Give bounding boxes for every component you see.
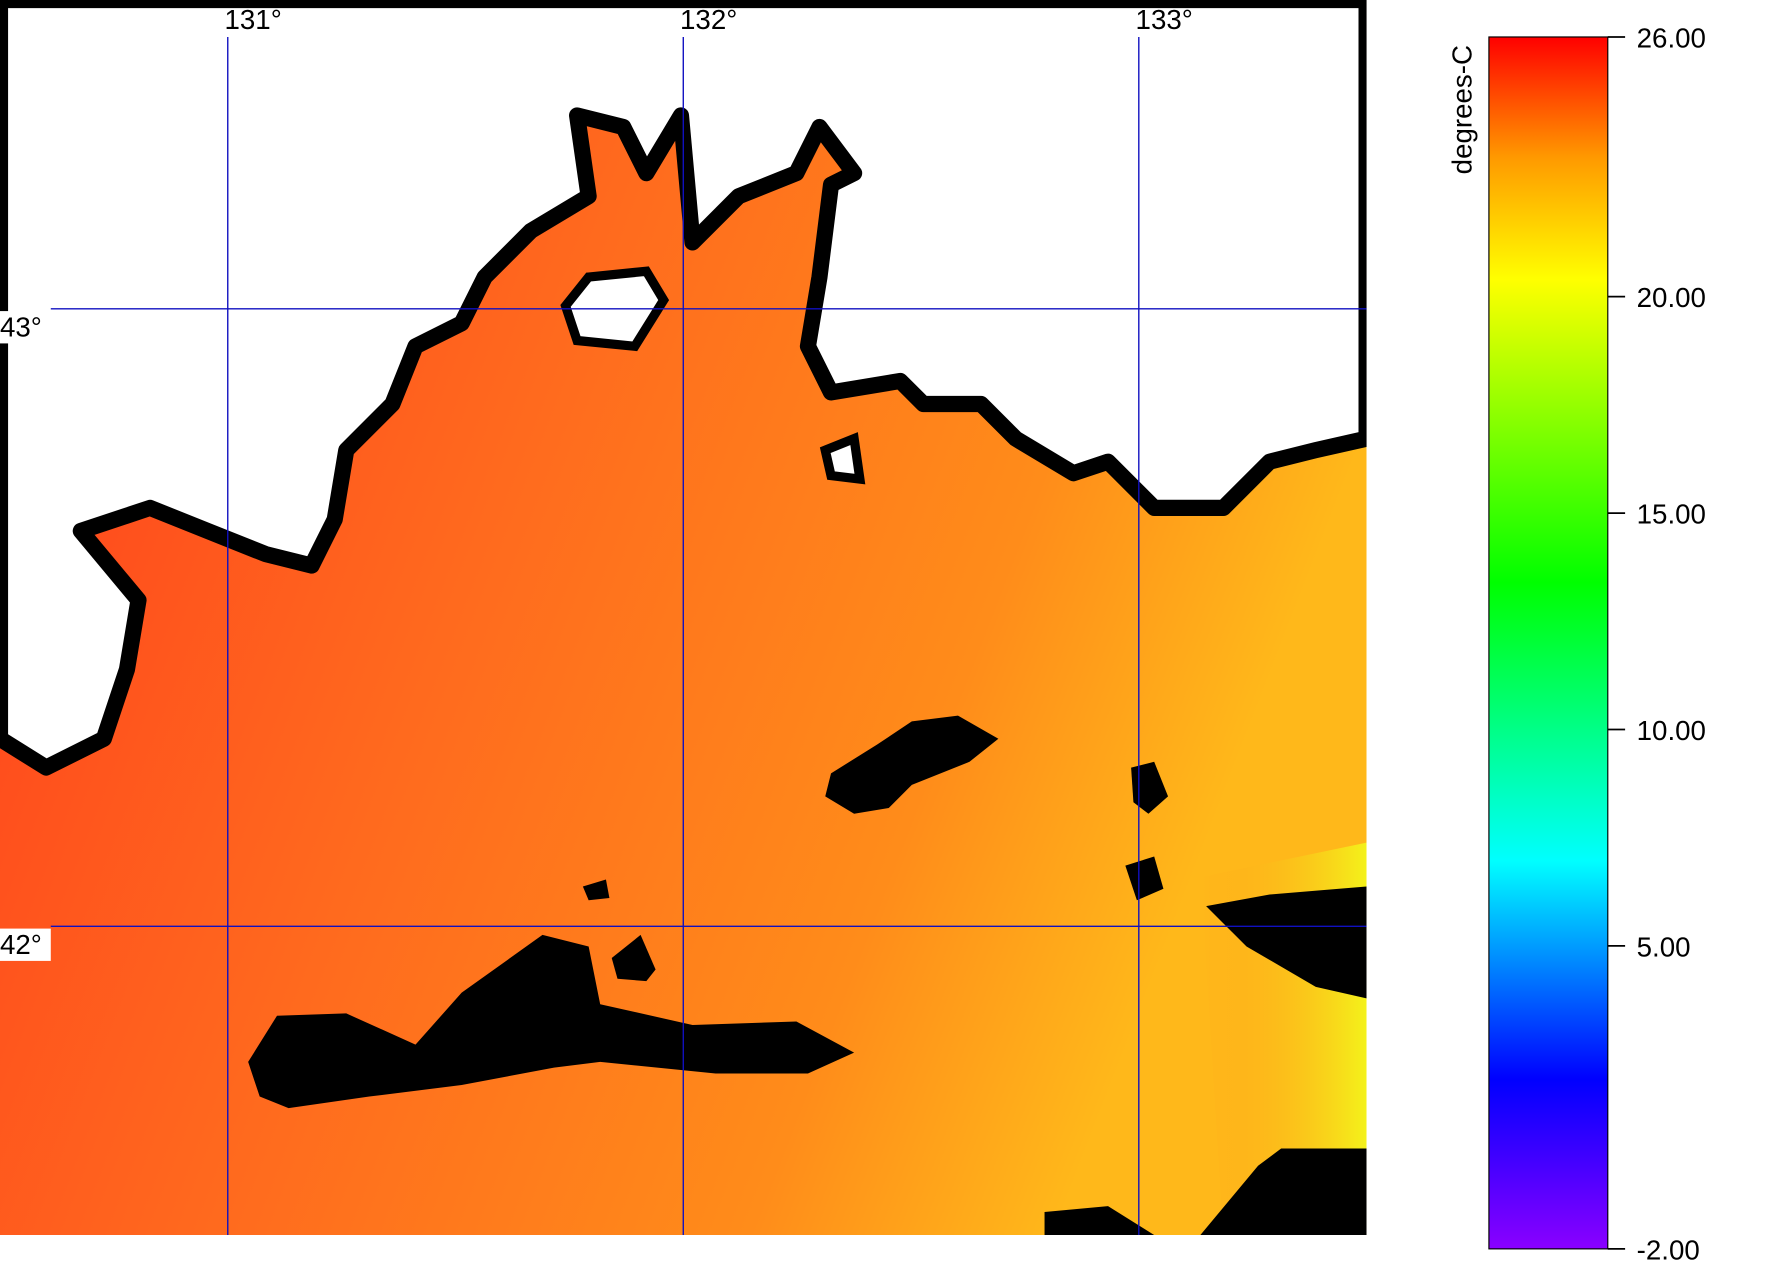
cloud <box>1131 761 1169 814</box>
cloud <box>582 879 610 901</box>
lat-label: 42° <box>0 929 42 960</box>
lat-label-bg <box>0 311 51 344</box>
cloud <box>1125 856 1164 901</box>
lat-label-bg <box>0 928 51 961</box>
cloud <box>1206 886 1367 999</box>
lon-label: 133° <box>1136 4 1193 35</box>
colorbar-tick-label: 20.00 <box>1637 282 1706 313</box>
colorbar <box>1488 36 1609 1250</box>
lat-label: 43° <box>0 311 42 342</box>
colorbar-tick-label: 5.00 <box>1637 931 1691 962</box>
land <box>0 0 1367 776</box>
colorbar-tick-label: 10.00 <box>1637 715 1706 746</box>
cloud <box>1044 1148 1367 1236</box>
lon-label: 132° <box>680 4 737 35</box>
cloud <box>825 715 999 814</box>
cloud <box>611 934 656 982</box>
cloud <box>248 934 855 1109</box>
colorbar-label: degrees-C <box>1447 45 1478 174</box>
lon-label: 131° <box>225 4 282 35</box>
graticule <box>50 36 1367 1236</box>
colorbar-tick-label: -2.00 <box>1637 1234 1700 1265</box>
colorbar-tick-label: 15.00 <box>1637 498 1706 529</box>
island <box>819 432 866 485</box>
colorbar-tick-label: 26.00 <box>1637 22 1706 53</box>
